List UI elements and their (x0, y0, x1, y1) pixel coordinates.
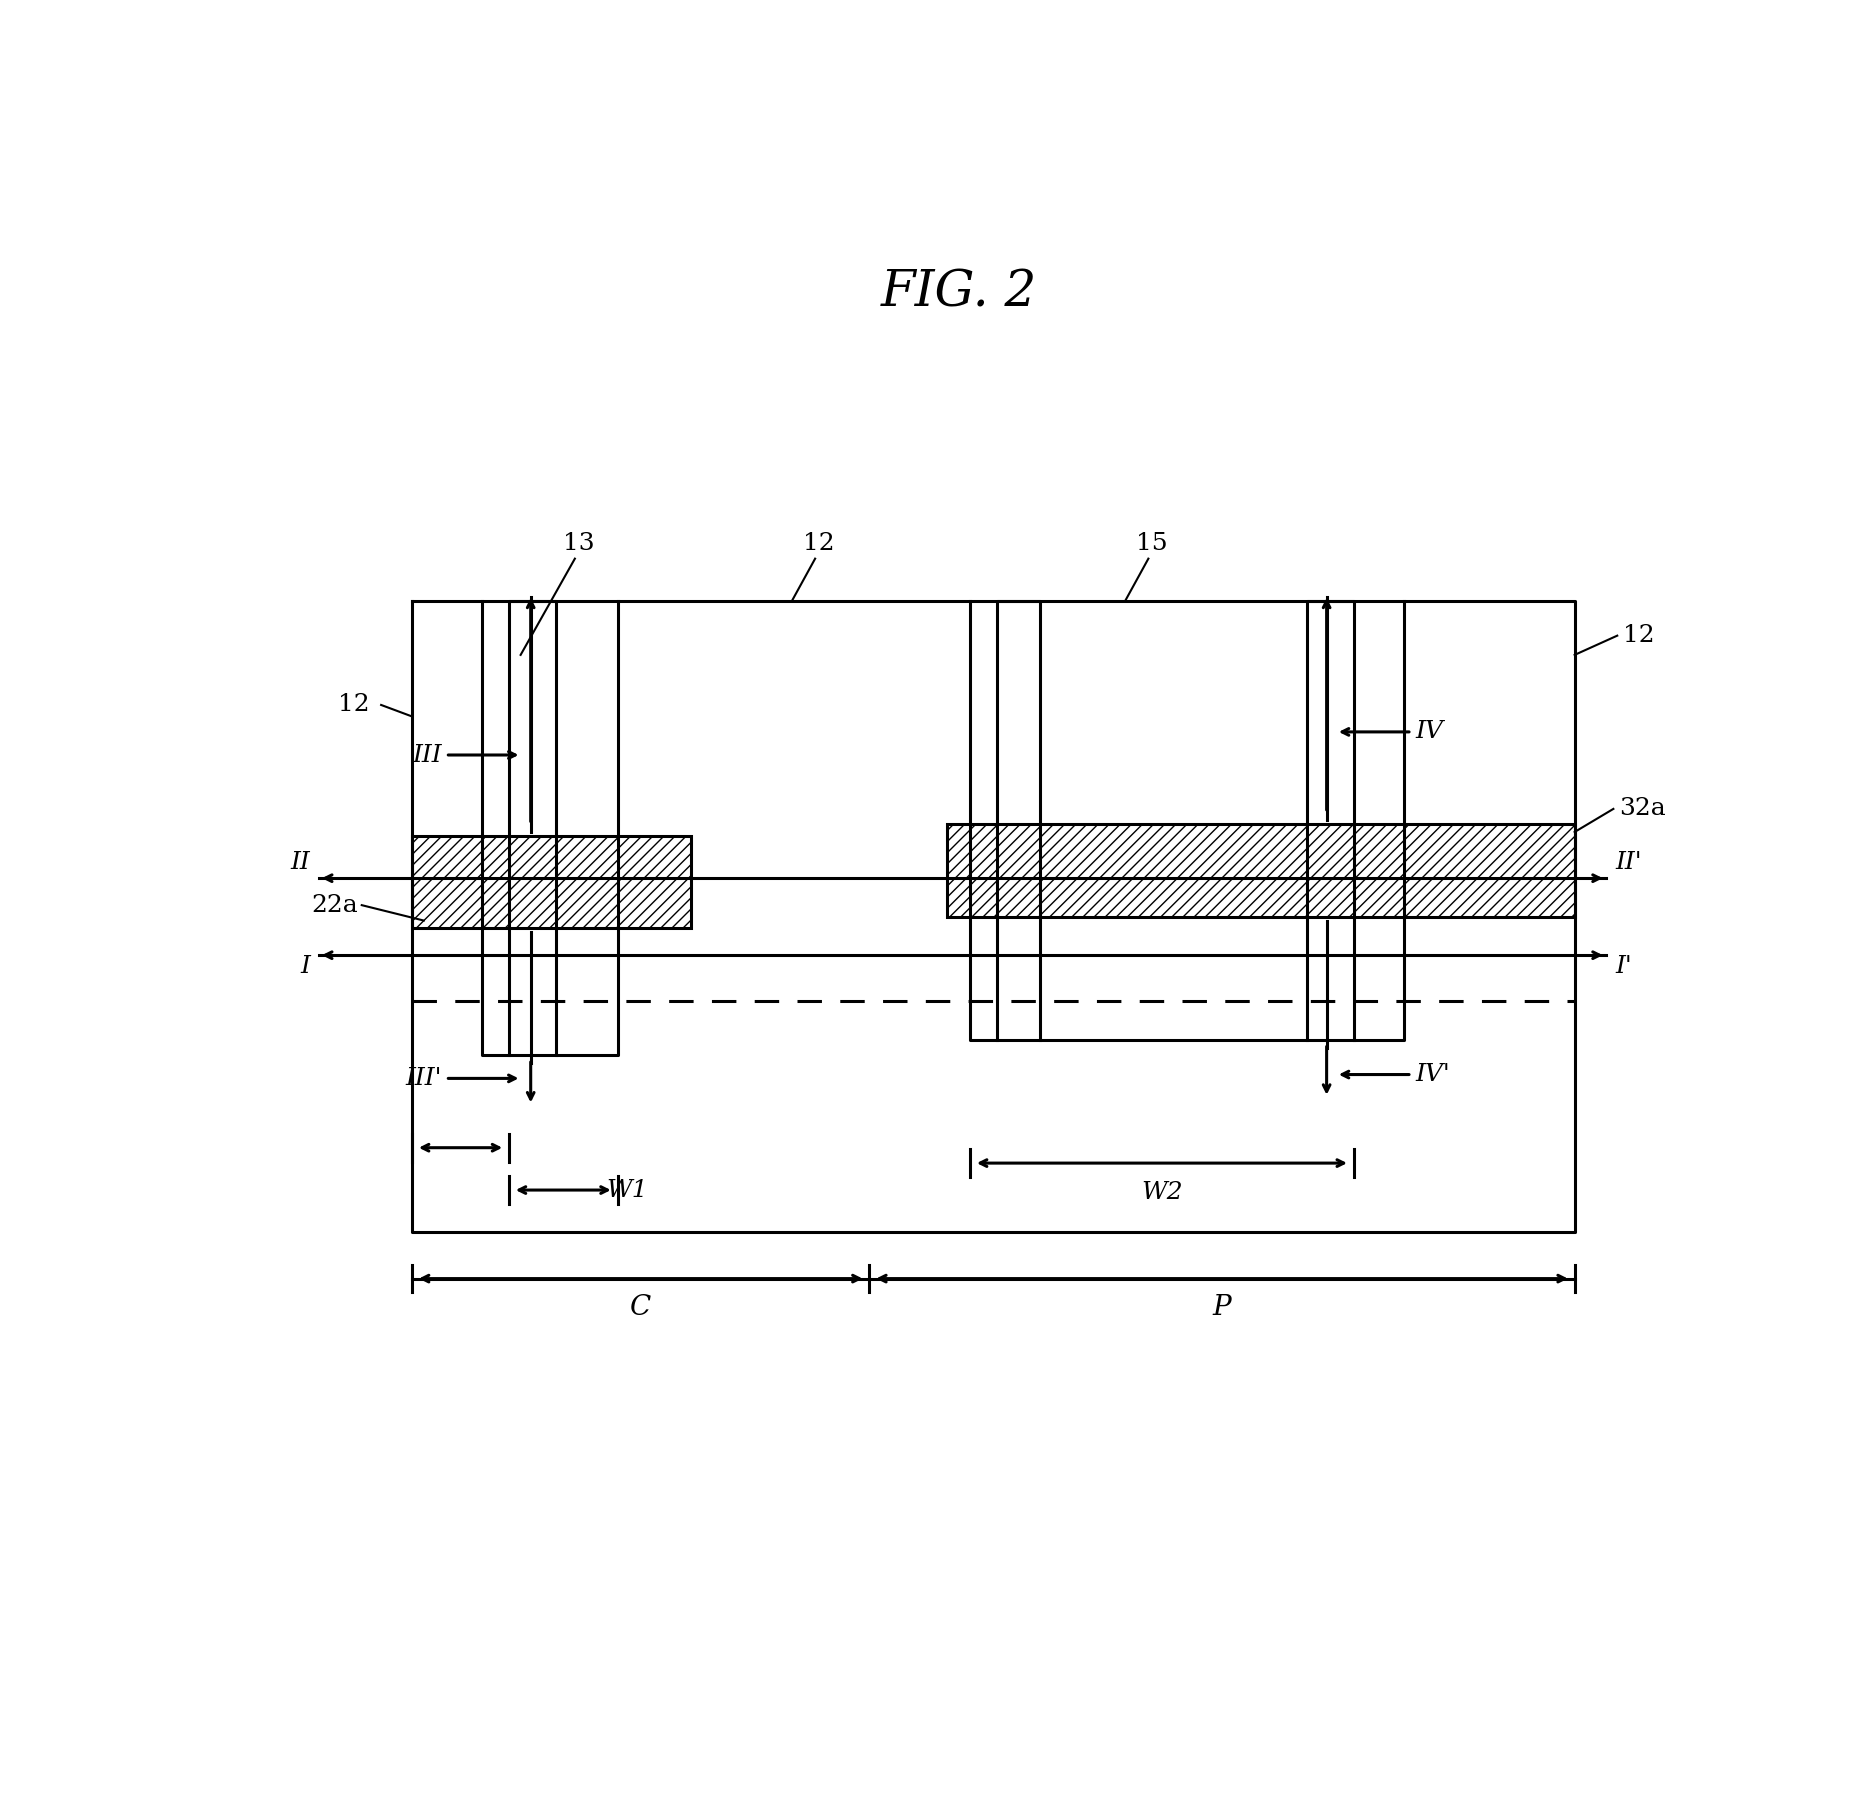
Text: II': II' (1615, 851, 1641, 875)
Text: II: II (290, 851, 311, 875)
Text: I': I' (1615, 956, 1632, 977)
Text: W1: W1 (606, 1179, 647, 1202)
Text: FIG. 2: FIG. 2 (881, 268, 1037, 319)
Text: 12: 12 (1622, 625, 1654, 648)
Text: IV': IV' (1416, 1064, 1450, 1085)
Text: III': III' (406, 1067, 442, 1089)
Bar (412, 835, 690, 929)
Text: P: P (1212, 1294, 1231, 1321)
Text: 12: 12 (339, 693, 369, 716)
Text: C: C (631, 1294, 651, 1321)
Text: 13: 13 (563, 531, 595, 554)
Text: 15: 15 (1136, 531, 1168, 554)
Bar (947, 824, 1575, 916)
Text: W2: W2 (1141, 1181, 1182, 1204)
Text: I: I (299, 956, 311, 977)
Text: III: III (412, 743, 442, 767)
Text: 32a: 32a (1620, 797, 1667, 821)
Text: IV: IV (1416, 720, 1444, 743)
Text: 12: 12 (803, 531, 834, 554)
Text: 22a: 22a (311, 893, 357, 916)
